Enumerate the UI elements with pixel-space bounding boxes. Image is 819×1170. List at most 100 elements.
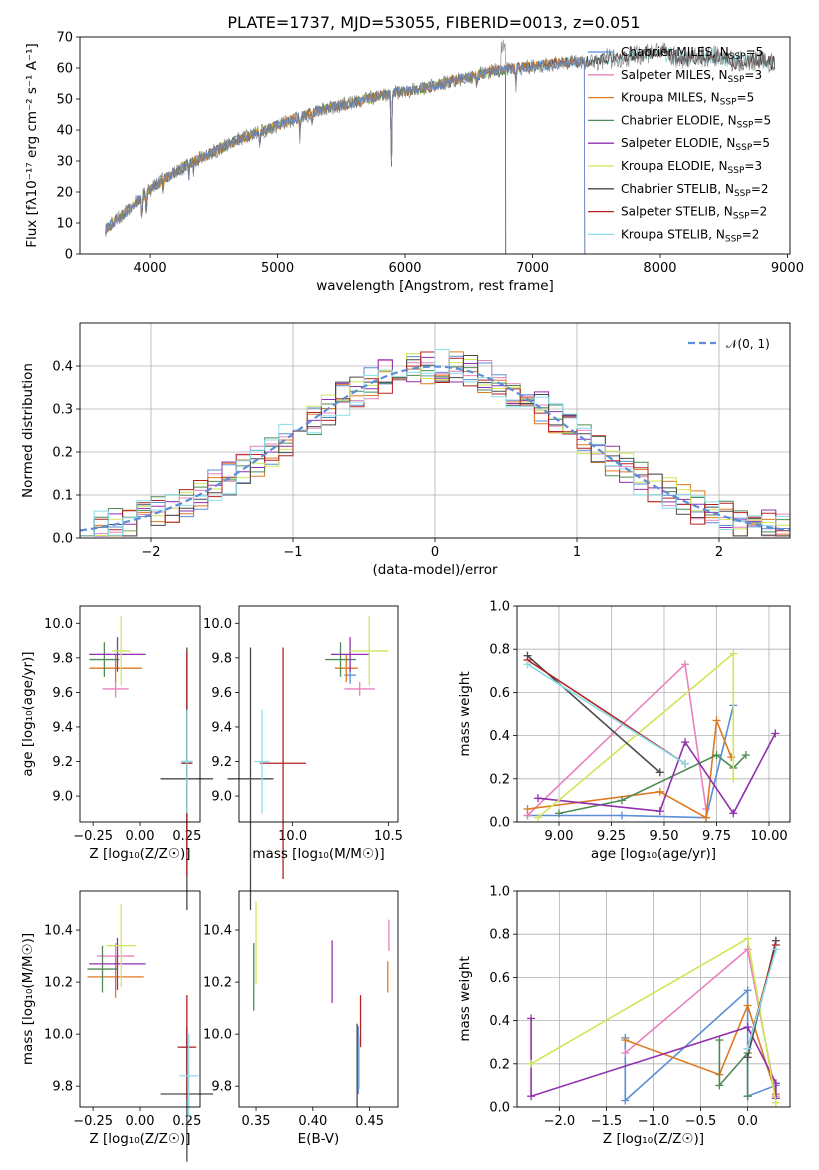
x-tick-label: 1 <box>573 545 581 560</box>
x-tick-label: 9.75 <box>702 829 731 844</box>
weight-point-marker <box>681 759 689 768</box>
legend-entry: Salpeter ELODIE, NSSP=5 <box>621 136 770 153</box>
weight-point-marker <box>527 1059 536 1068</box>
y-tick-label: 10.2 <box>203 976 232 991</box>
legend-entry: 𝒩(0, 1) <box>726 337 770 351</box>
weight-point-marker <box>621 1049 630 1057</box>
y-tick-label: 0.4 <box>52 360 73 375</box>
weight-series-line <box>527 705 735 819</box>
weight-series-line <box>718 1040 749 1097</box>
axes-frame <box>516 890 791 1108</box>
weight-point-marker <box>655 787 664 796</box>
errorbar-point <box>89 654 142 683</box>
y-tick-label: 0.6 <box>489 686 510 701</box>
spectrum-line <box>105 64 507 255</box>
weight-point-marker <box>743 1023 752 1032</box>
x-axis-label: Z [log₁₀(Z/Z☉)] <box>89 846 190 862</box>
weight-point-marker <box>655 807 664 816</box>
errorbar-point <box>89 937 146 990</box>
y-tick-label: 10 <box>56 217 73 232</box>
weight-series-line <box>746 949 777 1049</box>
observed-spectrum-line <box>105 39 776 238</box>
spectrum-legend: Chabrier MILES, NSSP=5 Salpeter MILES, NS… <box>588 45 771 244</box>
errorbar-point <box>87 945 118 993</box>
x-tick-label: −0.25 <box>73 829 113 844</box>
y-tick-label: 50 <box>56 93 73 108</box>
spectrum-line <box>105 56 586 255</box>
weight-point-marker <box>523 660 532 669</box>
weight-point-marker <box>712 751 721 760</box>
x-tick-label: 9.50 <box>650 829 679 844</box>
weight-point-marker <box>555 809 563 818</box>
x-tick-label: 10.00 <box>750 829 787 844</box>
weight-point-marker <box>702 813 710 822</box>
legend-entry: Chabrier MILES, NSSP=5 <box>621 45 763 62</box>
x-tick-label: 5000 <box>261 261 294 276</box>
weight-point-marker <box>771 729 780 738</box>
y-tick-label: 0.4 <box>489 729 510 744</box>
legend-entry: Chabrier STELIB, NSSP=2 <box>621 182 769 199</box>
x-tick-label: 2 <box>715 545 723 560</box>
x-axis-label: wavelength [Angstrom, rest frame] <box>316 278 554 294</box>
legend-entry: Salpeter MILES, NSSP=3 <box>621 68 762 85</box>
axes-frame <box>79 605 201 823</box>
x-tick-label: 9.00 <box>545 829 574 844</box>
x-tick-label: −1 <box>283 545 302 560</box>
y-tick-label: 40 <box>56 124 73 139</box>
weight-point-marker <box>771 945 780 954</box>
y-tick-label: 9.0 <box>211 790 232 805</box>
x-axis-label: (data-model)/error <box>372 562 498 578</box>
x-tick-label: −2.0 <box>544 1114 576 1129</box>
mass-vs-Z-plot-area <box>87 904 214 1162</box>
x-tick-label: 6000 <box>388 261 421 276</box>
weight-point-marker <box>618 796 626 805</box>
x-tick-label: 0.00 <box>126 1114 155 1129</box>
weight-point-marker <box>655 768 664 777</box>
weight-point-marker <box>618 811 626 820</box>
spectrum-panel: 4000 5000 6000 7000 8000 9000 0 10 20 30 40 50 60 70 w… <box>24 31 804 295</box>
y-axis-label: mass weight <box>457 671 473 756</box>
y-tick-label: 0.1 <box>52 489 73 504</box>
y-tick-label: 0.2 <box>489 772 510 787</box>
y-tick-label: 10.2 <box>44 976 73 991</box>
weight-point-marker <box>715 1081 724 1090</box>
axes-frame <box>516 605 791 823</box>
errorbar-point <box>102 680 129 698</box>
errorbar-point <box>334 654 358 683</box>
errorbar-point <box>181 709 193 814</box>
y-tick-label: 0 <box>65 248 73 263</box>
weight-point-marker <box>621 1036 630 1045</box>
spectrum-plot-area <box>105 39 776 255</box>
x-tick-label: 0 <box>431 545 439 560</box>
axes-frame <box>79 890 201 1108</box>
y-tick-label: 9.2 <box>52 755 73 770</box>
errorbar-point <box>106 904 137 988</box>
y-tick-label: 0.0 <box>489 816 510 831</box>
weight-vs-Z-panel: −2.0 −1.5 −1.0 −0.5 0.0 0.0 0.2 0.4 0.6 0.8 1.0 Z [… <box>457 885 791 1147</box>
errorbar-point <box>89 637 146 672</box>
errorbar-point <box>260 647 307 880</box>
y-tick-label: 10.0 <box>44 1028 73 1043</box>
spectrum-line <box>105 65 507 255</box>
spectrum-line <box>105 65 507 255</box>
x-tick-label: 0.0 <box>737 1114 758 1129</box>
y-tick-label: 0.0 <box>52 532 73 547</box>
y-tick-label: 9.8 <box>52 651 73 666</box>
mass-vs-EBV-panel: 0.35 0.40 0.45 9.8 10.0 10.2 10.4 E(B-V) <box>203 890 399 1147</box>
axes-frame <box>79 322 791 539</box>
y-tick-label: 9.2 <box>211 755 232 770</box>
y-axis-label: mass [log₁₀(M/M☉)] <box>20 933 36 1065</box>
y-tick-label: 9.4 <box>52 720 73 735</box>
x-tick-label: 0.45 <box>355 1114 384 1129</box>
weight-point-marker <box>527 1014 536 1023</box>
x-axis-label: mass [log₁₀(M/M☉)] <box>252 846 384 862</box>
residuals-plot-area <box>79 349 791 537</box>
y-tick-label: 10.4 <box>203 924 232 939</box>
weight-point-marker <box>712 716 721 725</box>
y-tick-label: 10.4 <box>44 924 73 939</box>
y-tick-label: 0.0 <box>489 1101 510 1116</box>
weight-vs-Z-plot-area <box>527 934 780 1107</box>
age-vs-Z-plot-area <box>89 616 214 911</box>
x-tick-label: 0.00 <box>126 829 155 844</box>
